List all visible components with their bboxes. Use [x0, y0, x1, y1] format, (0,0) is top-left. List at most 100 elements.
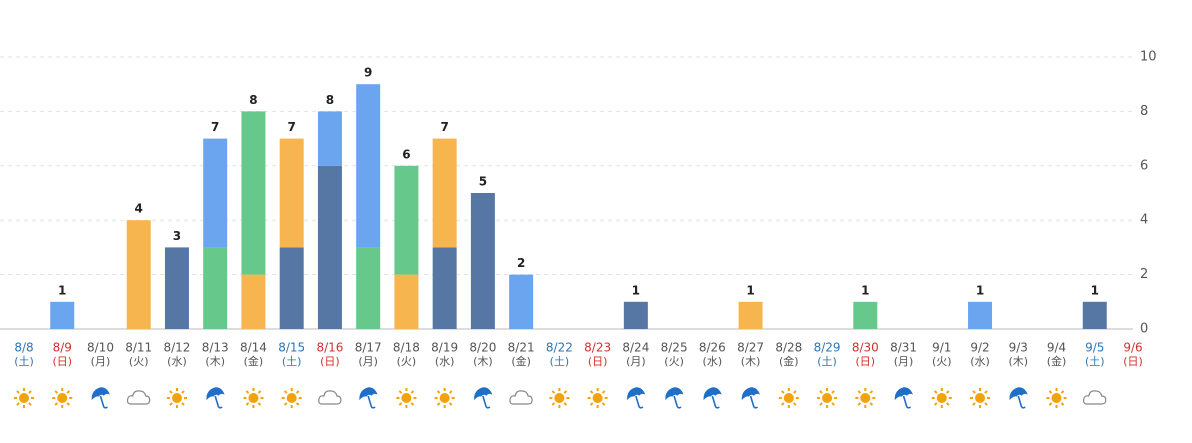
y-tick-label: 0: [1140, 322, 1148, 337]
weather-icon: [587, 388, 608, 408]
x-weekday-label: (金): [244, 354, 264, 368]
umbrella-handle: [711, 395, 720, 409]
bar-segment: [968, 301, 993, 329]
sun: [401, 393, 412, 403]
bar-segment: [1082, 301, 1107, 329]
x-weekday-label: (木): [1008, 355, 1028, 368]
umbrella-handle: [482, 395, 491, 409]
total-label: 1: [632, 283, 640, 297]
x-weekday-label: (土): [282, 355, 302, 368]
sun-ray: [181, 390, 185, 394]
umbrella: [1009, 387, 1028, 401]
bar-segment: [279, 138, 304, 248]
x-tick-label: 8/14: [240, 341, 267, 355]
total-label: 9: [364, 66, 372, 80]
sun-ray: [984, 402, 988, 406]
sun-ray: [601, 390, 606, 394]
x-weekday-label: (土): [14, 355, 34, 368]
x-tick-label: 8/17: [355, 341, 382, 355]
y-tick-label: 8: [1140, 104, 1148, 119]
umbrella-handle: [99, 395, 108, 409]
sun-ray: [819, 390, 823, 394]
sun-ray: [1060, 402, 1065, 406]
sun-ray: [972, 402, 976, 406]
x-tick-label: 8/15: [278, 341, 305, 355]
sun: [248, 393, 259, 403]
sun-ray: [283, 402, 288, 406]
x-weekday-label: (土): [817, 355, 837, 368]
y-tick-label: 2: [1140, 267, 1148, 282]
y-tick-label: 6: [1140, 158, 1148, 173]
sun-ray: [448, 402, 453, 406]
sun-ray: [257, 402, 262, 406]
total-label: 3: [173, 229, 181, 243]
sun-ray: [934, 390, 938, 394]
weather-icon: [627, 387, 646, 409]
sun-ray: [295, 402, 300, 406]
x-weekday-label: (木): [741, 355, 761, 368]
sun-ray: [16, 402, 20, 406]
x-tick-label: 8/16: [316, 341, 343, 355]
sun-ray: [819, 402, 823, 406]
sun-ray: [781, 402, 785, 406]
umbrella: [741, 387, 760, 401]
bar-segment: [356, 247, 381, 329]
bar-segment: [317, 111, 342, 166]
total-label: 4: [135, 202, 143, 216]
sun-ray: [245, 390, 250, 394]
weather-icon: [970, 388, 991, 408]
bar-segment: [470, 193, 495, 329]
weather-icon: [434, 388, 455, 408]
umbrella-handle: [1017, 395, 1026, 409]
x-weekday-label: (日): [1123, 355, 1143, 368]
bar-segment: [279, 247, 304, 329]
x-tick-label: 8/22: [546, 341, 573, 355]
bar-segment: [241, 111, 266, 275]
cloud: [126, 390, 151, 405]
sun-ray: [551, 402, 556, 406]
weather-icon: [52, 388, 73, 408]
x-tick-label: 8/12: [163, 341, 190, 355]
bar-segment: [317, 165, 342, 329]
weather-icon: [396, 388, 417, 408]
y-tick-label: 10: [1140, 50, 1157, 65]
weather-icon: [474, 387, 493, 409]
total-label: 5: [479, 175, 487, 189]
x-weekday-label: (日): [52, 355, 72, 368]
weather-icon: [1046, 388, 1067, 408]
bar-segment: [203, 138, 228, 248]
sun-ray: [436, 390, 441, 394]
sun: [860, 393, 871, 403]
bar-segment: [356, 84, 381, 248]
bar-segment: [394, 165, 419, 275]
sun-ray: [563, 390, 568, 394]
umbrella: [665, 387, 684, 401]
y-tick-label: 4: [1140, 213, 1148, 228]
x-tick-label: 8/11: [125, 341, 152, 355]
total-label: 2: [517, 256, 525, 270]
sun-ray: [283, 390, 288, 394]
x-weekday-label: (土): [1085, 355, 1105, 368]
umbrella: [703, 387, 722, 401]
bar-segment: [509, 274, 534, 329]
x-weekday-label: (金): [779, 354, 799, 368]
x-weekday-label: (木): [473, 355, 493, 368]
sun-ray: [781, 390, 785, 394]
umbrella-handle: [749, 395, 759, 409]
x-tick-label: 9/2: [970, 341, 989, 355]
x-tick-label: 8/9: [53, 341, 72, 355]
sun: [286, 393, 297, 403]
x-tick-label: 8/31: [890, 341, 917, 355]
x-weekday-label: (月): [894, 355, 914, 368]
x-weekday-label: (日): [588, 355, 608, 368]
sun-ray: [551, 390, 556, 394]
sun: [936, 393, 947, 403]
x-tick-label: 9/4: [1047, 341, 1066, 355]
umbrella: [206, 387, 225, 401]
weather-icon: [703, 387, 722, 409]
x-tick-label: 8/27: [737, 341, 764, 355]
sun-ray: [410, 402, 415, 406]
x-weekday-label: (土): [550, 355, 570, 368]
x-tick-label: 8/28: [775, 341, 802, 355]
weather-icon: [778, 388, 799, 408]
